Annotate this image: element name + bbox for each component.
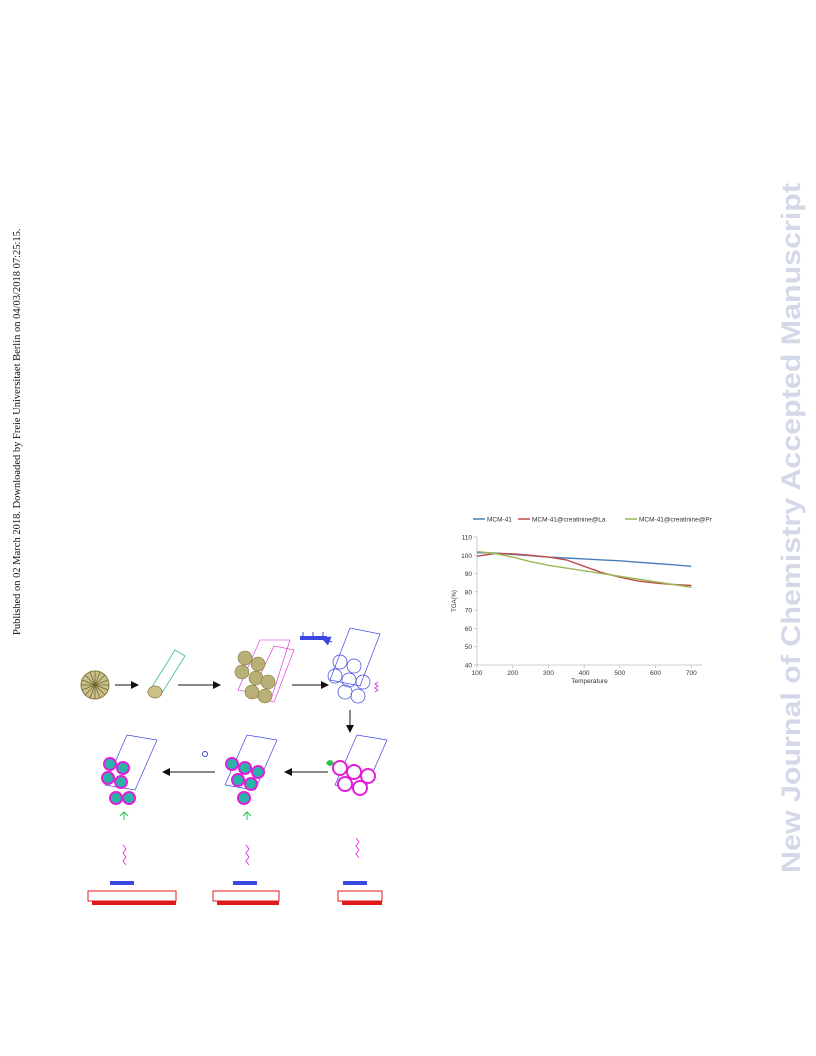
analyte-icon	[374, 681, 379, 693]
rod-bundle-icon	[234, 639, 295, 704]
y-tick-label: 100	[461, 553, 472, 560]
x-tick-label: 400	[579, 670, 590, 677]
y-tick-label: 70	[465, 608, 473, 615]
template-rod-icon	[147, 649, 186, 699]
sensor-base-left	[87, 881, 177, 905]
watermark-text: New Journal of Chemistry Accepted Manusc…	[776, 183, 806, 873]
x-tick-label: 700	[686, 670, 697, 677]
x-tick-label: 200	[507, 670, 518, 677]
x-tick-label: 600	[650, 670, 661, 677]
sensor-base-right	[337, 881, 383, 905]
x-tick-label: 100	[472, 670, 483, 677]
x-tick-label: 300	[543, 670, 554, 677]
leaf-icon	[326, 760, 334, 766]
y-tick-label: 90	[465, 571, 473, 578]
analyte-chain-icon	[122, 837, 360, 866]
legend-label-1: MCM-41	[487, 517, 512, 524]
x-tick-label: 500	[614, 670, 625, 677]
side-note-text: Published on 02 March 2018. Downloaded b…	[12, 228, 23, 635]
loaded-bundle-right-icon	[326, 734, 388, 796]
series-line-3	[476, 550, 692, 588]
y-tick-label: 80	[465, 589, 473, 596]
y-tick-label: 40	[465, 663, 473, 670]
sensor-base-middle	[212, 881, 280, 905]
legend-label-3: MCM-41@creatinine@Pr	[639, 517, 713, 524]
mcm41-bundle-icon	[327, 627, 381, 704]
watermark: New Journal of Chemistry Accepted Manusc…	[760, 170, 816, 880]
side-note: Published on 02 March 2018. Downloaded b…	[2, 225, 32, 645]
series-line-1	[476, 551, 692, 567]
legend-label-2: MCM-41@creatinine@La	[532, 517, 606, 524]
electrode-icon	[300, 632, 327, 640]
receptor-icon	[119, 811, 252, 820]
micelle-icon	[80, 670, 110, 700]
y-axis-label: TGA(%)	[452, 590, 458, 612]
tga-chart: 40 50 60 70 80 90 100 110 100 200 300 400 500 600 700 T…	[440, 505, 720, 705]
y-tick-label: 110	[462, 535, 473, 542]
loaded-bundle-middle-icon	[202, 734, 278, 805]
y-tick-label: 50	[465, 644, 473, 651]
tga-chart-svg: 40 50 60 70 80 90 100 110 100 200 300 400 500 600 700 T…	[452, 517, 713, 686]
y-tick-label: 60	[465, 626, 473, 633]
x-axis-label: Temperature	[571, 678, 608, 685]
series-line-2	[476, 552, 692, 587]
loaded-bundle-left-icon	[101, 734, 158, 805]
synthesis-scheme	[60, 620, 420, 920]
